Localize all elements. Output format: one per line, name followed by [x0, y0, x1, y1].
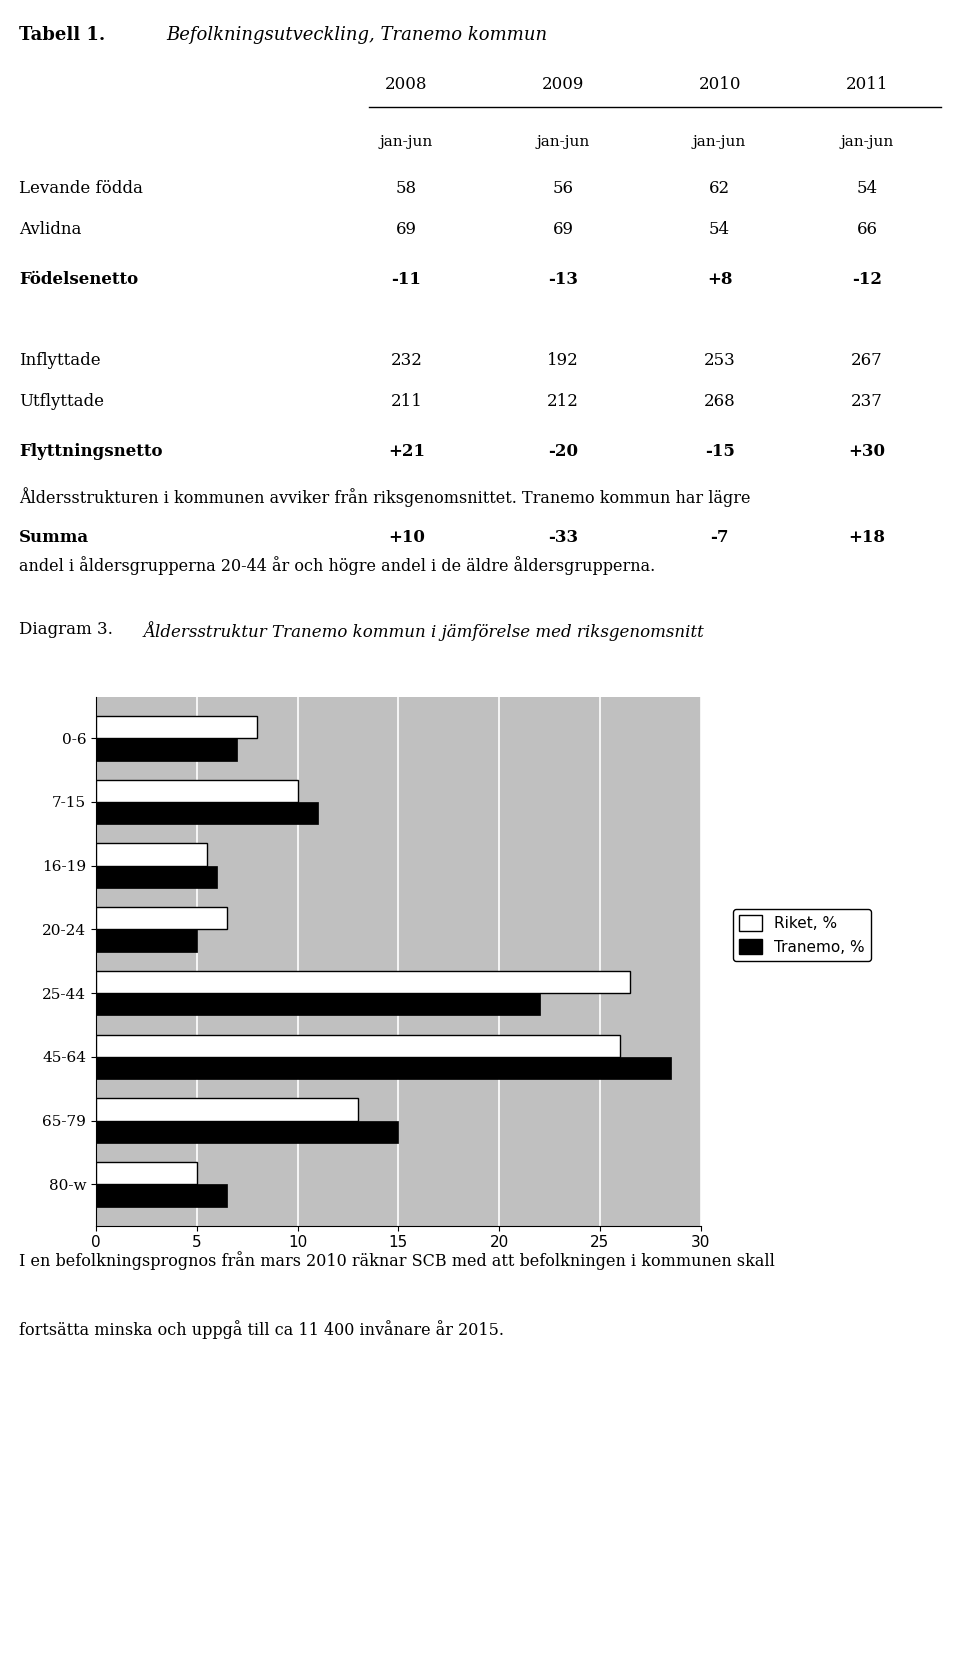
Bar	[96, 739, 237, 761]
Text: 232: 232	[391, 353, 422, 369]
Text: Inflyttade: Inflyttade	[19, 353, 101, 369]
Text: 253: 253	[704, 353, 735, 369]
Text: jan-jun: jan-jun	[379, 134, 433, 149]
Bar	[96, 970, 630, 992]
Text: 268: 268	[704, 393, 735, 410]
Text: +8: +8	[707, 270, 732, 287]
Text: 54: 54	[856, 180, 877, 196]
Bar	[96, 1034, 620, 1056]
Bar	[96, 930, 197, 952]
Text: -15: -15	[705, 443, 734, 460]
Text: -11: -11	[392, 270, 421, 287]
Text: -33: -33	[548, 529, 578, 546]
Text: Födelsenetto: Födelsenetto	[19, 270, 138, 287]
Bar	[96, 843, 207, 866]
Bar	[96, 866, 217, 888]
Text: 69: 69	[552, 220, 573, 238]
Text: Summa: Summa	[19, 529, 89, 546]
Text: 237: 237	[852, 393, 883, 410]
Text: 66: 66	[856, 220, 877, 238]
Text: I en befolkningsprognos från mars 2010 räknar SCB med att befolkningen i kommune: I en befolkningsprognos från mars 2010 r…	[19, 1251, 775, 1269]
Text: +10: +10	[388, 529, 424, 546]
Text: +30: +30	[849, 443, 885, 460]
Text: Åldersstrukturen i kommunen avviker från riksgenomsnittet. Tranemo kommun har lä: Åldersstrukturen i kommunen avviker från…	[19, 487, 751, 507]
Bar	[96, 1098, 358, 1120]
Text: 2010: 2010	[698, 76, 741, 92]
Text: -13: -13	[548, 270, 578, 287]
Text: -7: -7	[710, 529, 729, 546]
Text: +21: +21	[388, 443, 424, 460]
Text: Levande födda: Levande födda	[19, 180, 143, 196]
Text: jan-jun: jan-jun	[537, 134, 589, 149]
Text: Flyttningsnetto: Flyttningsnetto	[19, 443, 162, 460]
Bar	[96, 907, 227, 930]
Text: 212: 212	[547, 393, 579, 410]
Text: -12: -12	[852, 270, 882, 287]
Bar	[96, 1120, 398, 1143]
Text: Tabell 1.: Tabell 1.	[19, 25, 106, 44]
Bar	[96, 1056, 670, 1080]
Text: 69: 69	[396, 220, 417, 238]
Text: 54: 54	[709, 220, 731, 238]
Text: 62: 62	[709, 180, 731, 196]
Text: fortsätta minska och uppgå till ca 11 400 invånare år 2015.: fortsätta minska och uppgå till ca 11 40…	[19, 1320, 504, 1340]
Text: 56: 56	[552, 180, 573, 196]
Text: 211: 211	[391, 393, 422, 410]
Legend: Riket, %, Tranemo, %: Riket, %, Tranemo, %	[732, 908, 871, 960]
Text: jan-jun: jan-jun	[840, 134, 894, 149]
Text: +18: +18	[849, 529, 885, 546]
Bar	[96, 1162, 197, 1184]
Bar	[96, 779, 298, 803]
Text: Utflyttade: Utflyttade	[19, 393, 105, 410]
Text: andel i åldersgrupperna 20-44 år och högre andel i de äldre åldersgrupperna.: andel i åldersgrupperna 20-44 år och hög…	[19, 556, 656, 576]
Text: Åldersstruktur Tranemo kommun i jämförelse med riksgenomsnitt: Åldersstruktur Tranemo kommun i jämförel…	[144, 621, 705, 641]
Text: jan-jun: jan-jun	[693, 134, 746, 149]
Text: 58: 58	[396, 180, 417, 196]
Text: 2009: 2009	[541, 76, 584, 92]
Bar	[96, 992, 540, 1016]
Text: -20: -20	[548, 443, 578, 460]
Text: Diagram 3.: Diagram 3.	[19, 621, 113, 638]
Bar	[96, 803, 318, 824]
Text: 2011: 2011	[846, 76, 888, 92]
Text: 192: 192	[547, 353, 579, 369]
Text: Befolkningsutveckling, Tranemo kommun: Befolkningsutveckling, Tranemo kommun	[167, 25, 548, 44]
Text: 2008: 2008	[385, 76, 427, 92]
Text: Avlidna: Avlidna	[19, 220, 82, 238]
Bar	[96, 715, 257, 739]
Bar	[96, 1184, 227, 1207]
Text: 267: 267	[852, 353, 883, 369]
